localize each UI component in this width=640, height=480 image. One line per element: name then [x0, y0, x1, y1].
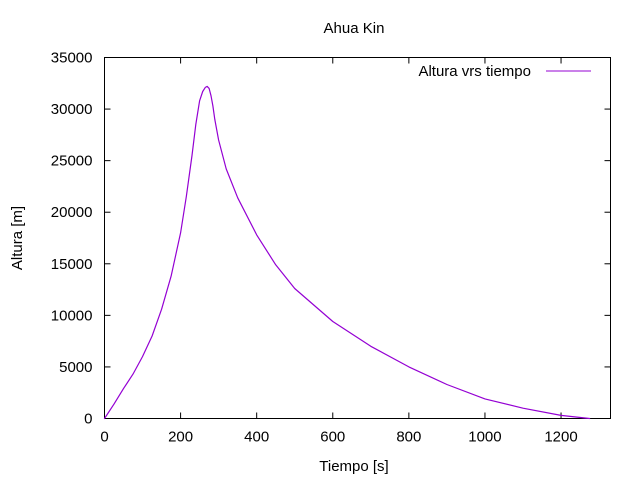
legend: Altura vrs tiempo	[418, 63, 591, 80]
y-tick-label: 35000	[51, 50, 93, 67]
y-tick-label: 30000	[51, 101, 93, 118]
x-tick-label: 0	[100, 429, 108, 446]
y-tick-label: 25000	[51, 153, 93, 170]
x-tick-label: 600	[320, 429, 345, 446]
axis-ticks: 0 200 400 600 800 1000 1200 0 5000 10000 15000 2000…	[51, 50, 611, 446]
series-layer	[103, 85, 591, 420]
plot-border	[104, 57, 611, 419]
plot-area	[104, 57, 611, 419]
x-tick-label: 800	[396, 429, 421, 446]
y-tick-label: 10000	[51, 307, 93, 324]
x-axis-label: Tiempo [s]	[319, 458, 388, 475]
y-tick-label: 5000	[59, 359, 92, 376]
x-tick-label: 200	[168, 429, 193, 446]
y-tick-label: 15000	[51, 256, 93, 273]
x-tick-label: 1200	[544, 429, 577, 446]
x-tick-label: 1000	[468, 429, 501, 446]
y-axis-label: Altura [m]	[9, 206, 26, 270]
series-line-0	[103, 85, 591, 420]
y-tick-label: 0	[84, 411, 92, 428]
legend-label: Altura vrs tiempo	[418, 63, 531, 80]
x-tick-label: 400	[244, 429, 269, 446]
y-tick-label: 20000	[51, 204, 93, 221]
chart-title: Ahua Kin	[324, 20, 385, 37]
